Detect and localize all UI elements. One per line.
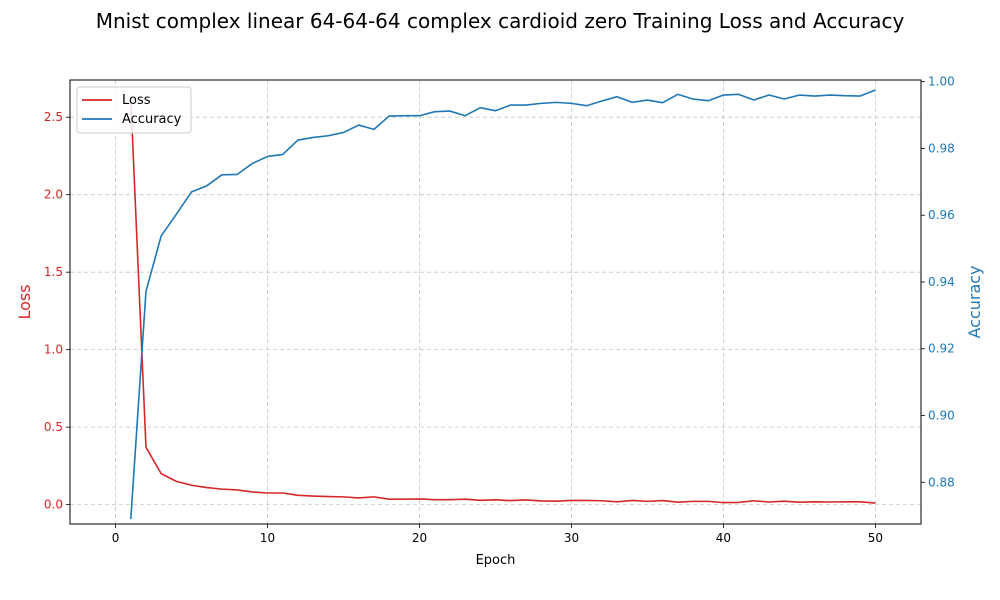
y-left-tick-label: 2.5 xyxy=(44,110,63,124)
accuracy-series-line xyxy=(129,89,876,520)
x-tick-label: 30 xyxy=(564,531,579,545)
y-right-tick-label: 0.88 xyxy=(928,475,955,489)
y-axis-right: 0.88 0.90 0.92 0.94 0.96 0.98 1.00 xyxy=(921,75,955,489)
chart-title: Mnist complex linear 64-64-64 complex ca… xyxy=(96,9,905,33)
plot-frame xyxy=(69,79,922,525)
loss-series-line xyxy=(129,98,876,504)
legend-box xyxy=(76,86,192,134)
x-tick-label: 50 xyxy=(868,531,883,545)
legend: Loss Accuracy xyxy=(76,86,192,134)
y-axis-right-label: Accuracy xyxy=(965,265,984,338)
y-right-tick-label: 0.96 xyxy=(928,208,955,222)
x-axis: 0 10 20 30 40 50 xyxy=(112,524,883,545)
y-right-tick-label: 0.94 xyxy=(928,275,955,289)
legend-accuracy-label: Accuracy xyxy=(122,112,182,127)
y-left-tick-label: 1.0 xyxy=(44,343,63,357)
x-tick-label: 0 xyxy=(112,531,120,545)
x-tick-label: 40 xyxy=(716,531,731,545)
y-right-tick-label: 0.92 xyxy=(928,342,955,356)
y-right-tick-label: 1.00 xyxy=(928,75,955,89)
x-tick-label: 10 xyxy=(260,531,275,545)
grid-lines xyxy=(70,80,921,524)
y-left-tick-label: 2.0 xyxy=(44,188,63,202)
y-axis-left-label: Loss xyxy=(15,284,34,319)
x-tick-label: 20 xyxy=(412,531,427,545)
series-layer xyxy=(129,89,876,520)
y-right-tick-label: 0.98 xyxy=(928,141,955,155)
legend-loss-label: Loss xyxy=(122,93,151,108)
y-right-tick-label: 0.90 xyxy=(928,409,955,423)
x-axis-label: Epoch xyxy=(476,553,516,568)
y-left-tick-label: 1.5 xyxy=(44,265,63,279)
y-axis-left: 0.0 0.5 1.0 1.5 2.0 2.5 xyxy=(44,110,70,512)
y-left-tick-label: 0.5 xyxy=(44,420,63,434)
y-left-tick-label: 0.0 xyxy=(44,498,63,512)
